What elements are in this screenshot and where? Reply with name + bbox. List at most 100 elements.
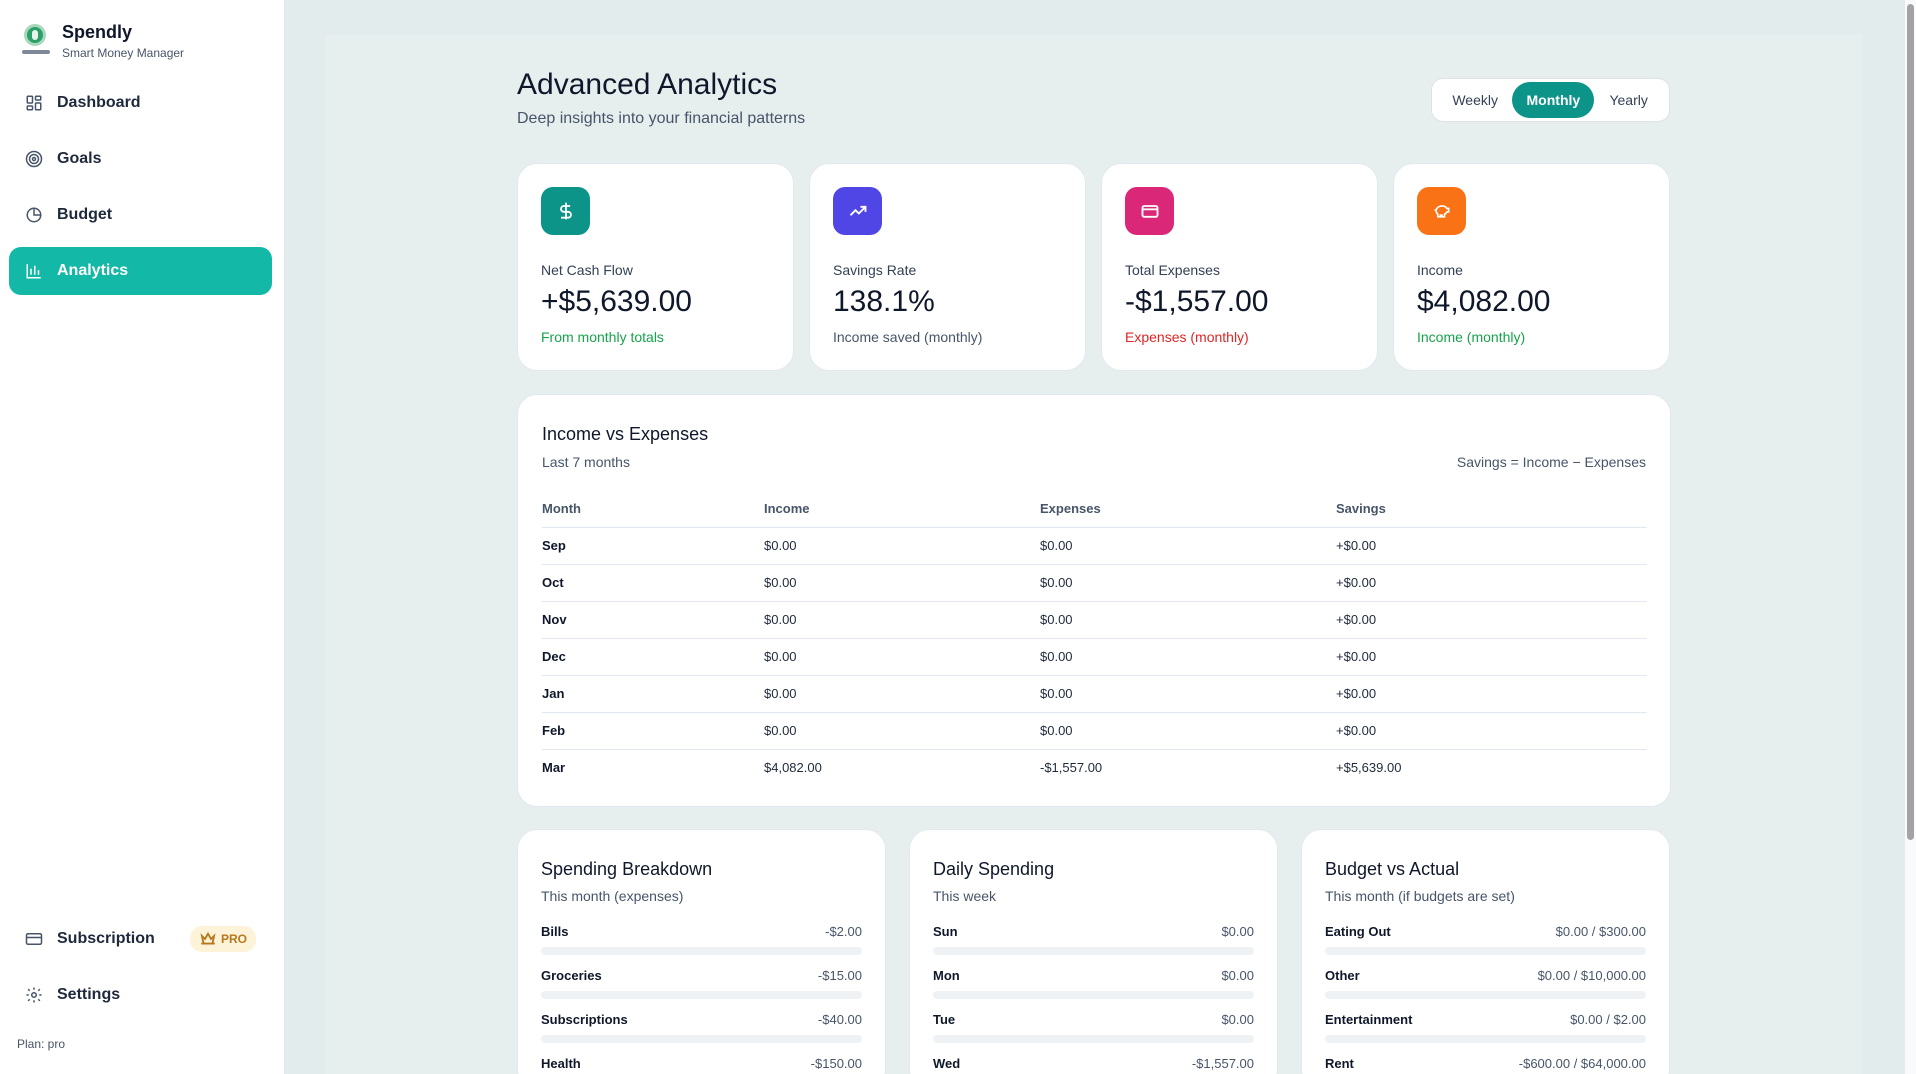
piggy-bank-icon: [1417, 187, 1466, 235]
column-header-expenses: Expenses: [1040, 491, 1336, 528]
card-subtitle: This month (expenses): [541, 888, 684, 904]
savings-cell: +$0.00: [1336, 564, 1647, 602]
expenses-cell: $0.00: [1040, 527, 1336, 565]
plan-label: Plan: pro: [17, 1037, 66, 1051]
savings-cell: +$0.00: [1336, 675, 1647, 713]
progress-bar: [933, 1035, 1254, 1043]
savings-cell: +$5,639.00: [1336, 760, 1402, 776]
page-scrollbar[interactable]: [1905, 0, 1916, 1074]
card-title: Income vs Expenses: [542, 424, 709, 444]
income-cell: $0.00: [764, 601, 1040, 639]
expenses-cell: $0.00: [1040, 601, 1336, 639]
period-toggle: Weekly Monthly Yearly: [1431, 78, 1670, 122]
list-item-label: Wed: [933, 1056, 961, 1071]
list-item-header: Groceries -$15.00: [541, 968, 862, 983]
page-subtitle: Deep insights into your financial patter…: [517, 110, 806, 127]
grid-icon: [26, 95, 42, 111]
daily-list: Sun $0.00 Mon $0.00 Tue $0.00 Wed -$1,557.00: [933, 924, 1254, 1074]
savings-cell: +$0.00: [1336, 638, 1647, 676]
list-item-label: Subscriptions: [541, 1012, 628, 1027]
expenses-cell: $0.00: [1040, 675, 1336, 713]
card-subtitle: This week: [933, 888, 997, 904]
income-vs-expenses-card: Income vs Expenses Last 7 months Savings…: [517, 394, 1671, 807]
savings-cell: +$0.00: [1336, 712, 1647, 750]
list-item: Tue $0.00: [933, 1012, 1254, 1056]
gear-icon: [26, 987, 42, 1003]
savings-cell: +$0.00: [1336, 527, 1647, 565]
expenses-cell: $0.00: [1040, 712, 1336, 750]
stat-value: 138.1%: [833, 285, 935, 318]
target-icon: [25, 150, 43, 168]
period-weekly-button[interactable]: Weekly: [1452, 92, 1498, 108]
list-item-label: Mon: [933, 968, 960, 983]
month-cell: Sep: [542, 527, 764, 565]
list-item-value: $0.00 / $300.00: [1555, 924, 1646, 939]
list-item-header: Health -$150.00: [541, 1056, 862, 1071]
spendly-logo-icon: [22, 24, 50, 58]
list-item-header: Eating Out $0.00 / $300.00: [1325, 924, 1646, 939]
period-monthly-button[interactable]: Monthly: [1512, 82, 1595, 118]
list-item-value: -$150.00: [810, 1056, 862, 1071]
sidebar-item-subscription[interactable]: Subscription PRO: [9, 915, 272, 963]
income-cell: $0.00: [764, 564, 1040, 602]
sidebar-item-settings[interactable]: Settings: [9, 971, 272, 1019]
list-item-value: -$40.00: [817, 1012, 862, 1027]
column-header-month: Month: [542, 491, 764, 528]
progress-bar: [1325, 991, 1646, 999]
list-item: Bills -$2.00: [541, 924, 862, 968]
table-header-row: Month Income Expenses Savings: [542, 491, 1647, 528]
pie-chart-icon: [26, 207, 42, 223]
stat-card-total-expenses: Total Expenses -$1,557.00 Expenses (mont…: [1101, 163, 1378, 371]
stat-value: $4,082.00: [1417, 285, 1551, 318]
expenses-cell: $0.00: [1040, 564, 1336, 602]
brand[interactable]: Spendly Smart Money Manager: [22, 22, 184, 60]
sidebar-item-label: Budget: [57, 206, 113, 223]
list-item: Subscriptions -$40.00: [541, 1012, 862, 1056]
list-item-label: Sun: [933, 924, 958, 939]
table-row: Dec $0.00 $0.00 +$0.00: [542, 638, 1647, 676]
list-item-label: Rent: [1325, 1056, 1354, 1071]
stat-label: Total Expenses: [1125, 262, 1220, 278]
list-item-value: $0.00: [1221, 968, 1254, 983]
month-cell: Mar: [542, 760, 566, 776]
sidebar-item-goals[interactable]: Goals: [9, 135, 272, 183]
bar-chart-icon: [26, 264, 41, 279]
list-item: Mon $0.00: [933, 968, 1254, 1012]
trending-up-icon: [833, 187, 882, 235]
sidebar-item-label: Goals: [57, 150, 102, 167]
list-item: Other $0.00 / $10,000.00: [1325, 968, 1646, 1012]
list-item-header: Wed -$1,557.00: [933, 1056, 1254, 1071]
sidebar-item-budget[interactable]: Budget: [9, 191, 272, 239]
sidebar-item-dashboard[interactable]: Dashboard: [9, 79, 272, 127]
sidebar-item-label: Dashboard: [57, 94, 141, 111]
list-item: Wed -$1,557.00: [933, 1056, 1254, 1074]
card-title: Spending Breakdown: [541, 859, 713, 879]
pro-badge-label: PRO: [220, 932, 247, 946]
list-item-header: Bills -$2.00: [541, 924, 862, 939]
period-yearly-button[interactable]: Yearly: [1609, 92, 1648, 108]
stat-card-savings-rate: Savings Rate 138.1% Income saved (monthl…: [809, 163, 1086, 371]
card-icon: [25, 933, 43, 945]
dollar-icon: [541, 187, 590, 235]
spending-breakdown-card: Spending Breakdown This month (expenses)…: [517, 829, 886, 1074]
list-item-value: -$15.00: [817, 968, 862, 983]
list-item-value: -$1,557.00: [1191, 1056, 1254, 1071]
month-cell: Jan: [542, 675, 764, 713]
sidebar-item-label: Analytics: [57, 262, 129, 279]
list-item: Health -$150.00: [541, 1056, 862, 1074]
app-tagline: Smart Money Manager: [62, 46, 185, 60]
savings-formula: Savings = Income − Expenses: [1456, 454, 1646, 470]
income-cell: $0.00: [764, 638, 1040, 676]
scrollbar-thumb[interactable]: [1907, 4, 1914, 840]
month-cell: Nov: [542, 601, 764, 639]
stat-label: Income: [1417, 262, 1463, 278]
sidebar-bottom-nav: Subscription PRO Settings: [9, 915, 272, 1027]
card-title: Daily Spending: [933, 859, 1055, 879]
list-item-label: Health: [541, 1056, 581, 1071]
month-cell: Feb: [542, 712, 764, 750]
income-cell: $0.00: [764, 675, 1040, 713]
month-cell: Oct: [542, 564, 764, 602]
crown-icon: [200, 931, 216, 945]
sidebar-item-analytics[interactable]: Analytics: [9, 247, 272, 295]
progress-bar: [541, 1035, 862, 1043]
